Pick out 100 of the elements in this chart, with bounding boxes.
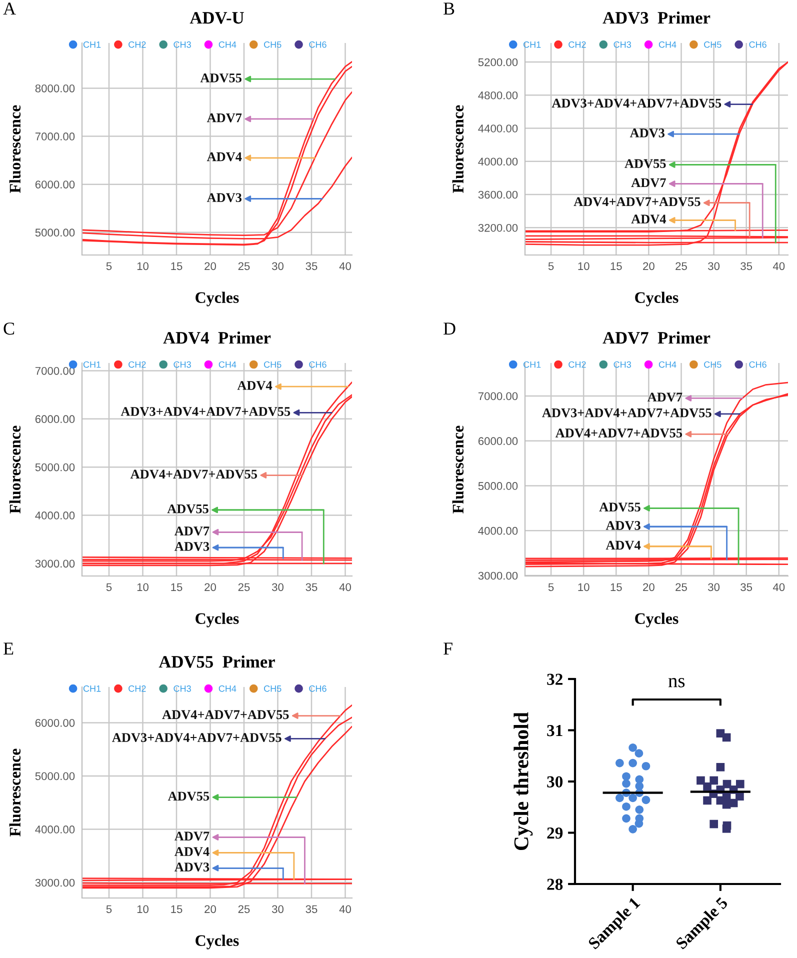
y-axis-title: Cycle threshold <box>514 712 533 850</box>
chart-title: ADV-U <box>190 12 244 24</box>
legend-label: CH6 <box>309 361 326 368</box>
x-tick-label: 5 <box>548 262 554 270</box>
annotation: ADV7 <box>206 113 242 122</box>
y-tick-label: 4400.00 <box>478 124 518 132</box>
annotation: ns <box>668 678 685 688</box>
y-tick-label: 4000.00 <box>35 512 75 520</box>
legend-label: CH4 <box>658 361 676 368</box>
annotation: ADV3+ADV4+ADV7+ADV55 <box>112 733 282 742</box>
x-tick-label: 35 <box>740 583 752 592</box>
x-tick-label: 20 <box>204 905 216 914</box>
annotation: ADV3 <box>630 128 665 138</box>
legend-label: CH2 <box>128 361 146 368</box>
legend-label: CH5 <box>264 685 282 692</box>
x-tick-label: 35 <box>306 583 318 592</box>
x-tick-label: 10 <box>578 262 590 270</box>
legend-label: CH3 <box>174 685 191 692</box>
x-axis-title: Cycles <box>196 292 239 306</box>
legend-label: CH5 <box>704 41 722 48</box>
annotation: ADV55 <box>624 159 666 168</box>
y-tick-label: 4000.00 <box>35 826 75 834</box>
legend-label: CH6 <box>309 41 326 48</box>
y-tick-label: 3200.00 <box>478 224 518 232</box>
x-tick-label: 25 <box>238 905 250 914</box>
annotation: ADV4 <box>606 540 641 550</box>
x-tick-label: 25 <box>676 583 687 592</box>
x-tick-label: 25 <box>238 262 250 270</box>
x-tick-label: 35 <box>306 905 318 914</box>
x-tick-label: 40 <box>772 583 785 592</box>
legend-label: CH2 <box>568 41 586 48</box>
legend-label: CH2 <box>128 685 146 692</box>
x-tick-label: 15 <box>610 583 622 592</box>
annotation: ADV3 <box>606 521 640 530</box>
legend-label: CH5 <box>704 361 722 368</box>
annotation: ADV3+ADV4+ADV7+ADV55 <box>542 408 712 418</box>
chart-title: ADV55 Primer <box>158 656 275 668</box>
y-axis-title: Fluorescence <box>9 105 21 193</box>
legend-label: CH4 <box>218 361 236 368</box>
x-tick-label: 40 <box>339 905 351 914</box>
x-axis-title: Cycles <box>196 612 239 628</box>
x-tick-label: 25 <box>238 583 250 592</box>
y-tick-label: 3000.00 <box>478 572 518 580</box>
legend-label: CH1 <box>83 685 101 692</box>
text: D <box>444 322 456 335</box>
annotation: ADV7 <box>631 178 666 188</box>
y-tick-label: 5000.00 <box>478 482 518 490</box>
y-tick-label: 5200.00 <box>478 58 518 66</box>
y-tick-label: 7000.00 <box>478 392 518 400</box>
annotation: ADV55 <box>168 792 210 801</box>
y-tick-label: 5000.00 <box>35 772 75 780</box>
x-tick-label: 40 <box>339 583 351 592</box>
annotation: ADV7 <box>647 392 682 402</box>
y-tick-label: 6000.00 <box>35 415 75 424</box>
annotation: ADV4+ADV7+ADV55 <box>162 710 289 720</box>
annotation: ADV4+ADV7+ADV55 <box>130 470 258 479</box>
x-tick-label: 30 <box>272 583 284 592</box>
text: C <box>4 322 14 335</box>
legend-label: CH5 <box>264 361 282 368</box>
x-tick-label: 25 <box>676 262 687 270</box>
x-tick-label: 10 <box>578 583 590 592</box>
y-tick-label: 4800.00 <box>478 91 518 100</box>
annotation: ADV3 <box>174 542 210 551</box>
x-tick-label: 20 <box>643 583 654 592</box>
annotation: ADV3 <box>174 862 210 872</box>
x-tick-label: 5 <box>106 905 112 914</box>
legend-label: CH2 <box>568 361 586 368</box>
annotation: ADV3 <box>206 193 242 202</box>
x-tick-label: 10 <box>137 905 148 914</box>
x-tick-label: 15 <box>171 262 182 270</box>
y-tick-label: 3000.00 <box>35 878 75 887</box>
y-tick-label: 29 <box>547 827 563 839</box>
x-tick-label: 5 <box>106 583 112 592</box>
legend-label: CH2 <box>128 41 146 48</box>
annotation: ADV55 <box>599 502 640 512</box>
annotation: ADV4+ADV7+ADV55 <box>574 197 700 206</box>
y-tick-label: 5000.00 <box>35 228 75 237</box>
text: F <box>444 642 452 655</box>
y-tick-label: 6000.00 <box>478 437 518 446</box>
x-axis-title: Cycles <box>635 612 678 628</box>
annotation: ADV4+ADV7+ADV55 <box>555 428 682 438</box>
x-tick-label: 35 <box>740 262 752 270</box>
text: B <box>444 2 454 15</box>
x-tick-label: 5 <box>106 262 112 270</box>
x-tick-label: 5 <box>548 583 554 592</box>
annotation: ADV3+ADV4+ADV7+ADV55 <box>120 407 290 416</box>
y-tick-label: 4000.00 <box>478 158 518 166</box>
x-tick-label: 40 <box>772 262 785 270</box>
x-tick-label: 35 <box>306 262 318 270</box>
y-tick-label: 7000.00 <box>35 132 75 140</box>
annotation: ADV4 <box>237 381 272 390</box>
legend-label: CH1 <box>83 41 101 48</box>
y-tick-label: 31 <box>547 724 562 736</box>
annotation: ADV4 <box>206 152 242 162</box>
x-tick-label: 20 <box>204 262 216 270</box>
y-tick-label: 5000.00 <box>35 463 75 472</box>
x-tick-label: 15 <box>171 905 182 914</box>
annotation: ADV7 <box>174 526 210 536</box>
annotation: ADV3+ADV4+ADV7+ADV55 <box>552 98 722 108</box>
y-axis-title: Fluorescence <box>9 748 21 836</box>
